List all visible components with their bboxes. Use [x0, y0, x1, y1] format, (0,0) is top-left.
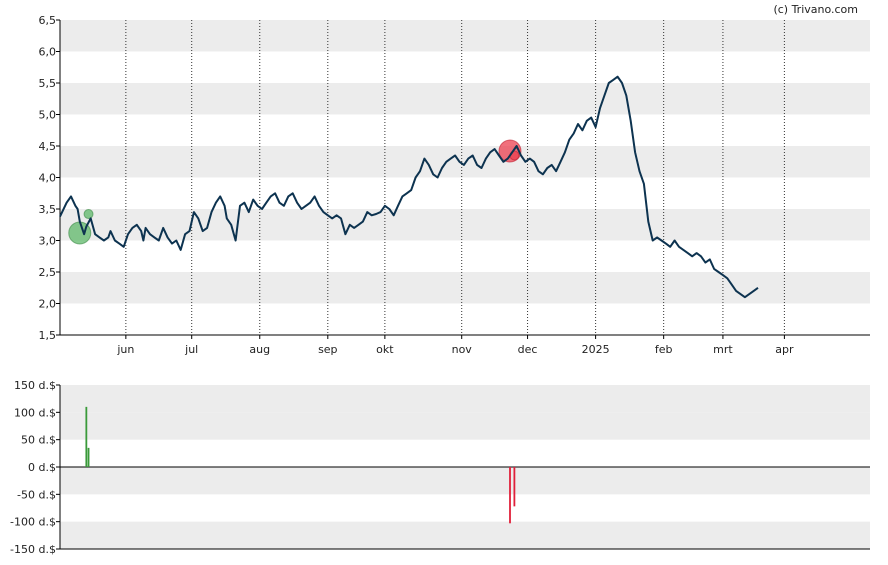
price-y-tick-label: 2,5: [39, 266, 57, 279]
volume-band: [60, 412, 870, 440]
price-band: [60, 272, 870, 304]
price-x-tick-label: jun: [116, 343, 134, 356]
price-y-tick-label: 2,0: [39, 298, 57, 311]
volume-bars: [85, 406, 516, 524]
price-x-tick-label: sep: [318, 343, 337, 356]
price-x-tick-label: jul: [184, 343, 198, 356]
price-x-tick-label: 2025: [582, 343, 610, 356]
price-band: [60, 20, 870, 52]
price-x-tick-label: mrt: [713, 343, 733, 356]
volume-y-tick-label: -50 d.$: [17, 488, 56, 501]
price-band: [60, 83, 870, 115]
volume-chart: 150 d.$ 100 d.$ 50 d.$ 0 d.$ -50 d.$ -100 d.$…: [10, 379, 870, 556]
price-y-tick-label: 5,5: [39, 77, 57, 90]
price-y-tick-label: 5,0: [39, 109, 57, 122]
price-y-tick-label: 6,5: [39, 14, 57, 27]
price-band: [60, 209, 870, 241]
trade-markers: [68, 139, 522, 245]
price-y-tick-label: 3,0: [39, 235, 57, 248]
volume-y-ticks: 150 d.$ 100 d.$ 50 d.$ 0 d.$ -50 d.$ -100 d.$…: [10, 379, 60, 556]
volume-y-tick-label: 100 d.$: [14, 406, 56, 419]
volume-y-tick-label: -100 d.$: [10, 516, 56, 529]
volume-y-tick-label: 150 d.$: [14, 379, 56, 392]
buy-volume-bar: [87, 447, 90, 467]
buy-signal-marker: [83, 209, 94, 220]
sell-volume-bar: [513, 467, 516, 507]
buy-volume-bar: [85, 406, 88, 467]
volume-y-tick-label: 0 d.$: [28, 461, 56, 474]
sell-volume-bar: [509, 467, 511, 524]
price-x-tick-label: apr: [775, 343, 794, 356]
price-x-tick-label: feb: [655, 343, 673, 356]
price-chart: 1,5 2,0 2,5 3,0 3,5 4,0 4,5 5,0 5,5 6,0 6,5 jun jul…: [39, 14, 870, 356]
volume-band: [60, 385, 870, 413]
volume-y-tick-label: -150 d.$: [10, 543, 56, 556]
price-bands: [60, 20, 870, 304]
price-line: [59, 75, 759, 299]
price-y-tick-label: 4,0: [39, 172, 57, 185]
price-x-tick-label: okt: [376, 343, 394, 356]
price-x-tick-label: nov: [452, 343, 473, 356]
price-y-ticks: 1,5 2,0 2,5 3,0 3,5 4,0 4,5 5,0 5,5 6,0 6,5: [39, 14, 60, 342]
price-x-ticks: jun jul aug sep okt nov dec 2025 feb mrt apr: [116, 335, 794, 356]
price-x-tick-label: aug: [249, 343, 270, 356]
volume-band: [60, 467, 870, 495]
price-y-tick-label: 3,5: [39, 203, 57, 216]
volume-band: [60, 521, 870, 549]
price-x-tick-label: dec: [518, 343, 538, 356]
credit-text: (c) Trivano.com: [773, 3, 858, 16]
price-y-tick-label: 4,5: [39, 140, 57, 153]
volume-y-tick-label: 50 d.$: [21, 434, 56, 447]
volume-bands: [60, 385, 870, 549]
price-y-tick-label: 1,5: [39, 329, 57, 342]
price-y-tick-label: 6,0: [39, 46, 57, 59]
